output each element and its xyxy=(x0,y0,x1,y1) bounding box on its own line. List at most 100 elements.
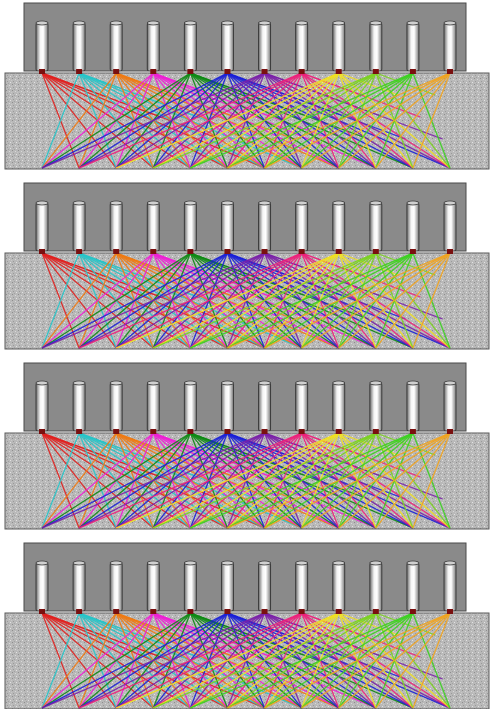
transducer-cap xyxy=(221,21,233,25)
cylindrical-transducer-icon xyxy=(221,201,233,254)
transducer-cap xyxy=(110,561,122,565)
cylindrical-transducer-icon xyxy=(73,201,85,254)
transducer-tip xyxy=(39,429,45,434)
transducer-cap xyxy=(259,381,271,385)
transducer-tip xyxy=(113,69,119,74)
cylindrical-transducer-icon xyxy=(110,201,122,254)
cylindrical-transducer-icon xyxy=(147,561,159,614)
cylindrical-transducer-icon xyxy=(296,201,308,254)
transducer-body xyxy=(370,383,382,431)
cylindrical-transducer-icon xyxy=(147,201,159,254)
transducer-cap xyxy=(407,21,419,25)
transducer-cap xyxy=(259,561,271,565)
transducer-tip xyxy=(262,429,268,434)
transducer-cap xyxy=(73,561,85,565)
transducer-tip xyxy=(336,609,342,614)
transducer-body xyxy=(110,23,122,71)
transducer-tip xyxy=(39,609,45,614)
transducer-tip xyxy=(447,69,453,74)
transducer-tip xyxy=(299,429,305,434)
transducer-tip xyxy=(187,69,193,74)
transducer-body xyxy=(36,383,48,431)
cylindrical-transducer-icon xyxy=(184,21,196,74)
transducer-body xyxy=(370,23,382,71)
transducer-cap xyxy=(147,381,159,385)
transducer-tip xyxy=(447,249,453,254)
cylindrical-transducer-icon xyxy=(333,201,345,254)
transducer-cap xyxy=(73,21,85,25)
transducer-tip xyxy=(76,69,82,74)
transducer-tip xyxy=(224,249,230,254)
transducer-body xyxy=(407,23,419,71)
transducer-cap xyxy=(73,381,85,385)
array-panel-3 xyxy=(5,363,489,529)
cylindrical-transducer-icon xyxy=(296,381,308,434)
transducer-tip xyxy=(76,429,82,434)
transducer-body xyxy=(444,203,456,251)
transducer-body xyxy=(147,563,159,611)
transducer-tip xyxy=(373,69,379,74)
transducer-body xyxy=(370,203,382,251)
cylindrical-transducer-icon xyxy=(370,21,382,74)
array-housing xyxy=(24,3,466,71)
transducer-body xyxy=(296,383,308,431)
transducer-cap xyxy=(110,201,122,205)
transducer-tip xyxy=(262,69,268,74)
transducer-tip xyxy=(299,69,305,74)
transducer-body xyxy=(221,23,233,71)
transducer-tip xyxy=(224,429,230,434)
transducer-cap xyxy=(296,201,308,205)
transducer-body xyxy=(296,203,308,251)
transducer-cap xyxy=(407,381,419,385)
transducer-body xyxy=(221,383,233,431)
transducer-cap xyxy=(333,21,345,25)
transducer-cap xyxy=(407,561,419,565)
transducer-cap xyxy=(444,561,456,565)
transducer-tip xyxy=(150,429,156,434)
transducer-cap xyxy=(259,201,271,205)
cylindrical-transducer-icon xyxy=(444,21,456,74)
transducer-cap xyxy=(333,561,345,565)
transducer-body xyxy=(407,203,419,251)
transducer-tip xyxy=(299,609,305,614)
cylindrical-transducer-icon xyxy=(259,381,271,434)
transducer-body xyxy=(370,563,382,611)
transducer-body xyxy=(333,203,345,251)
transducer-body xyxy=(444,23,456,71)
transducer-tip xyxy=(410,609,416,614)
cylindrical-transducer-icon xyxy=(444,561,456,614)
cylindrical-transducer-icon xyxy=(73,561,85,614)
transducer-body xyxy=(407,563,419,611)
cylindrical-transducer-icon xyxy=(221,21,233,74)
cylindrical-transducer-icon xyxy=(296,561,308,614)
transducer-body xyxy=(259,383,271,431)
transducer-body xyxy=(184,23,196,71)
cylindrical-transducer-icon xyxy=(259,561,271,614)
cylindrical-transducer-icon xyxy=(407,201,419,254)
cylindrical-transducer-icon xyxy=(407,21,419,74)
transducer-body xyxy=(147,203,159,251)
transducer-cap xyxy=(333,201,345,205)
cylindrical-transducer-icon xyxy=(73,21,85,74)
transducer-cap xyxy=(333,381,345,385)
transducer-cap xyxy=(73,201,85,205)
transducer-cap xyxy=(110,21,122,25)
transducer-cap xyxy=(36,21,48,25)
transducer-tip xyxy=(262,249,268,254)
transducer-body xyxy=(36,23,48,71)
transducer-cap xyxy=(444,201,456,205)
transducer-tip xyxy=(373,609,379,614)
cylindrical-transducer-icon xyxy=(407,381,419,434)
transducer-tip xyxy=(447,609,453,614)
transducer-body xyxy=(184,563,196,611)
transducer-body xyxy=(110,563,122,611)
cylindrical-transducer-icon xyxy=(444,381,456,434)
cylindrical-transducer-icon xyxy=(110,561,122,614)
transducer-tip xyxy=(410,249,416,254)
cylindrical-transducer-icon xyxy=(184,201,196,254)
transducer-body xyxy=(184,203,196,251)
cylindrical-transducer-icon xyxy=(110,21,122,74)
transducer-cap xyxy=(444,381,456,385)
transducer-body xyxy=(221,563,233,611)
